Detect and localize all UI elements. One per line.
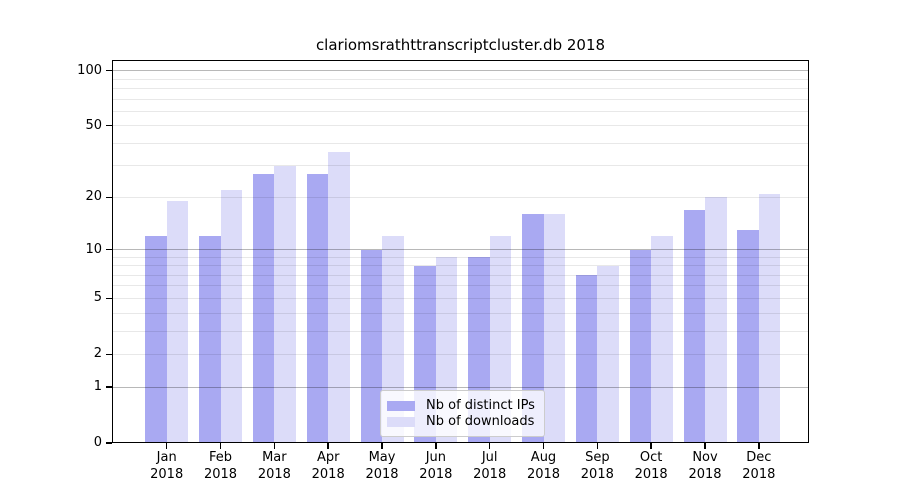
- x-tick-label-year: 2018: [688, 466, 722, 482]
- x-tick-label-sep: Sep 2018: [567, 450, 627, 483]
- y-tick-mark-2: [106, 353, 112, 356]
- y-tick-label-10: 10: [85, 241, 102, 257]
- x-tick-label-year: 2018: [257, 466, 291, 482]
- x-tick-label-month: Jul: [481, 450, 498, 465]
- bar-distinct-ips-aug: [522, 214, 544, 443]
- plot-area: Nb of distinct IPs Nb of downloads: [112, 60, 809, 443]
- x-tick-mark-apr: [327, 443, 329, 449]
- x-tick-label-feb: Feb 2018: [191, 450, 251, 483]
- x-tick-mark-jun: [435, 443, 437, 449]
- x-tick-label-month: May: [368, 450, 396, 465]
- y-tick-label-50: 50: [85, 117, 102, 133]
- y-tick-mark-0: [106, 442, 112, 444]
- bar-downloads-apr: [328, 151, 350, 443]
- bar-distinct-ips-apr: [306, 174, 329, 443]
- bar-downloads-feb: [220, 189, 243, 443]
- y-tick-mark-50: [106, 124, 112, 127]
- x-tick-label-month: Sep: [585, 450, 610, 465]
- x-tick-label-jul: Jul 2018: [460, 450, 520, 483]
- x-tick-mark-jan: [165, 443, 168, 449]
- y-tick-label-100: 100: [77, 62, 102, 78]
- legend-label-downloads: Nb of downloads: [426, 414, 535, 429]
- y-tick-label-20: 20: [85, 189, 102, 205]
- x-tick-label-month: Nov: [692, 450, 718, 465]
- x-tick-label-month: Jun: [425, 450, 446, 465]
- bar-distinct-ips-mar: [252, 174, 275, 443]
- bar-distinct-ips-may: [360, 249, 383, 443]
- x-tick-mark-aug: [542, 443, 545, 449]
- bar-distinct-ips-feb: [199, 236, 221, 443]
- x-tick-label-month: Aug: [530, 450, 557, 465]
- bar-distinct-ips-dec: [737, 230, 759, 443]
- x-tick-label-month: Oct: [639, 450, 663, 465]
- x-tick-mark-nov: [704, 443, 706, 449]
- x-tick-label-month: Feb: [209, 450, 233, 465]
- bar-downloads-mar: [274, 165, 296, 443]
- y-tick-label-2: 2: [93, 346, 102, 362]
- x-tick-mark-sep: [596, 443, 599, 449]
- x-tick-label-month: Jan: [156, 450, 177, 465]
- y-tick-mark-20: [106, 196, 112, 199]
- legend: Nb of distinct IPs Nb of downloads: [380, 390, 545, 437]
- x-tick-label-year: 2018: [311, 466, 345, 482]
- x-tick-mark-may: [381, 443, 383, 449]
- x-tick-mark-feb: [219, 443, 222, 449]
- x-tick-label-year: 2018: [473, 466, 507, 482]
- y-tick-mark-5: [106, 297, 112, 300]
- y-tick-mark-1: [106, 386, 112, 388]
- y-tick-label-0: 0: [93, 435, 102, 450]
- x-tick-label-may: May 2018: [352, 450, 412, 483]
- x-tick-label-aug: Aug 2018: [514, 450, 574, 483]
- bar-distinct-ips-nov: [683, 209, 705, 443]
- legend-swatch-downloads: [387, 416, 415, 427]
- x-tick-label-jun: Jun 2018: [406, 450, 466, 483]
- x-tick-mark-jul: [488, 443, 491, 449]
- x-tick-mark-mar: [273, 443, 276, 449]
- legend-swatch-distinct-ips: [387, 400, 415, 411]
- bar-distinct-ips-sep: [575, 275, 598, 443]
- x-tick-label-jan: Jan 2018: [137, 450, 197, 483]
- x-tick-label-nov: Nov 2018: [675, 450, 735, 483]
- x-tick-label-year: 2018: [150, 466, 184, 482]
- bar-downloads-dec: [758, 193, 781, 443]
- legend-item-distinct-ips: Nb of distinct IPs: [387, 398, 535, 413]
- y-tick-label-1: 1: [93, 379, 102, 395]
- x-tick-label-year: 2018: [742, 466, 776, 482]
- x-tick-label-year: 2018: [419, 466, 453, 482]
- legend-label-distinct-ips: Nb of distinct IPs: [426, 398, 535, 413]
- y-tick-label-5: 5: [93, 290, 102, 306]
- bar-downloads-nov: [705, 197, 727, 443]
- x-tick-label-year: 2018: [580, 466, 614, 482]
- x-tick-mark-oct: [650, 443, 652, 449]
- x-tick-label-month: Dec: [746, 450, 772, 465]
- bar-downloads-jan: [166, 201, 189, 443]
- bar-distinct-ips-jan: [145, 236, 167, 443]
- bar-distinct-ips-oct: [629, 249, 652, 443]
- bar-downloads-aug: [543, 214, 565, 443]
- x-tick-label-year: 2018: [526, 466, 561, 482]
- x-tick-mark-dec: [758, 443, 760, 449]
- bars-layer: [112, 60, 809, 443]
- x-tick-label-mar: Mar 2018: [244, 450, 304, 483]
- bar-downloads-oct: [651, 236, 673, 443]
- chart-title: clariomsrathttranscriptcluster.db 2018: [315, 36, 606, 54]
- x-tick-label-month: Mar: [262, 450, 287, 465]
- x-tick-label-year: 2018: [634, 466, 668, 482]
- x-tick-label-dec: Dec 2018: [729, 450, 789, 483]
- x-tick-label-month: Apr: [316, 450, 340, 465]
- bar-downloads-sep: [597, 265, 619, 443]
- x-tick-label-year: 2018: [203, 466, 238, 482]
- legend-item-downloads: Nb of downloads: [387, 414, 534, 429]
- x-tick-label-apr: Apr 2018: [298, 450, 358, 483]
- y-tick-mark-10: [106, 248, 112, 251]
- x-tick-label-oct: Oct 2018: [621, 450, 681, 483]
- x-tick-label-year: 2018: [365, 466, 399, 482]
- y-tick-mark-100: [106, 69, 112, 72]
